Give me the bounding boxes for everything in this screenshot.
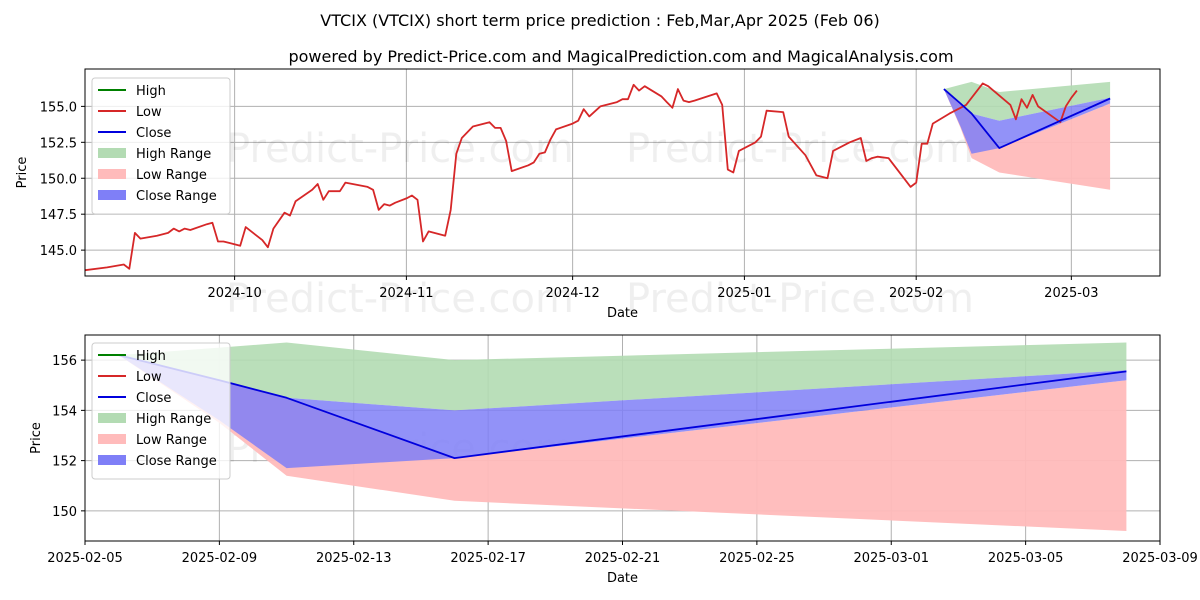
legend-label-high-range: High Range xyxy=(136,412,211,427)
x-tick-label: 2024-12 xyxy=(545,286,599,301)
x-tick-label: 2025-03-05 xyxy=(988,551,1064,566)
low-series-line xyxy=(85,82,1078,272)
close-range-band xyxy=(943,89,1111,154)
legend-label-low-range: Low Range xyxy=(136,433,207,448)
legend-label-close: Close xyxy=(136,126,171,141)
low-range-band xyxy=(118,355,1127,531)
upper-chart-panel: Predict-Price.com Predict-Price.com Predic… xyxy=(15,68,1161,322)
x-tick-label: 2025-03-01 xyxy=(853,551,929,566)
y-axis-label: Price xyxy=(15,157,30,189)
legend-label-high-range: High Range xyxy=(136,147,211,162)
chart-subtitle: powered by Predict-Price.com and Magical… xyxy=(288,47,953,66)
x-tick-label: 2025-01 xyxy=(717,286,771,301)
x-tick-label: 2025-02-17 xyxy=(450,551,526,566)
x-tick-label: 2025-02-05 xyxy=(47,551,123,566)
x-tick-label: 2025-02-09 xyxy=(182,551,258,566)
y-tick-label: 152.5 xyxy=(40,136,77,151)
legend-label-low: Low xyxy=(136,105,162,120)
y-tick-label: 150 xyxy=(52,505,77,520)
legend-label-low: Low xyxy=(136,370,162,385)
legend-label-close: Close xyxy=(136,391,171,406)
axes-frame xyxy=(84,68,1161,277)
legend: High Low Close High Range Low Range Close Ran… xyxy=(91,77,231,215)
y-tick-label: 147.5 xyxy=(40,208,77,223)
x-tick-label: 2025-02-21 xyxy=(585,551,661,566)
x-tick-label: 2025-03-09 xyxy=(1122,551,1198,566)
legend-swatch-high-range xyxy=(98,413,126,423)
watermark-text: Predict-Price.com xyxy=(226,276,574,322)
legend: High Low Close High Range Low Range Close Ran… xyxy=(91,342,231,480)
x-tick-label: 2025-02-25 xyxy=(719,551,795,566)
legend-label-high: High xyxy=(136,84,166,99)
high-range-band xyxy=(943,81,1111,121)
legend-swatch-low-range xyxy=(98,169,126,179)
y-tick-label: 155.0 xyxy=(40,100,77,115)
y-axis-label: Price xyxy=(29,422,44,454)
x-tick-label: 2025-03 xyxy=(1044,286,1098,301)
x-tick-label: 2024-11 xyxy=(379,286,433,301)
legend-swatch-close-range xyxy=(98,455,126,465)
y-tick-label: 150.0 xyxy=(40,172,77,187)
y-tick-label: 156 xyxy=(52,354,77,369)
legend-label-low-range: Low Range xyxy=(136,168,207,183)
y-tick-label: 145.0 xyxy=(40,244,77,259)
x-tick-label: 2024-10 xyxy=(207,286,261,301)
y-tick-label: 154 xyxy=(52,404,77,419)
legend-swatch-low-range xyxy=(98,434,126,444)
legend-label-high: High xyxy=(136,349,166,364)
close-range-band xyxy=(118,355,1127,469)
chart-title: VTCIX (VTCIX) short term price predictio… xyxy=(320,11,879,30)
x-axis-label: Date xyxy=(607,306,638,321)
lower-chart-panel: Predict-Price.comPredict-Price.com2025-0… xyxy=(29,334,1198,586)
legend-box xyxy=(91,342,231,480)
plot-area xyxy=(85,81,1111,272)
x-tick-label: 2025-02 xyxy=(889,286,943,301)
watermark-text: Predict-Price.com xyxy=(626,276,974,322)
legend-swatch-close-range xyxy=(98,190,126,200)
plot-area xyxy=(118,342,1127,531)
legend-box xyxy=(91,77,231,215)
x-tick-label: 2025-02-13 xyxy=(316,551,392,566)
y-tick-label: 152 xyxy=(52,455,77,470)
close-series-line xyxy=(943,88,1111,150)
watermark-text: Predict-Price.com xyxy=(226,126,574,172)
high-range-band xyxy=(118,342,1127,411)
legend-label-close-range: Close Range xyxy=(136,454,217,469)
legend-label-close-range: Close Range xyxy=(136,189,217,204)
legend-swatch-high-range xyxy=(98,148,126,158)
low-range-band xyxy=(943,89,1111,190)
x-axis-label: Date xyxy=(607,571,638,586)
